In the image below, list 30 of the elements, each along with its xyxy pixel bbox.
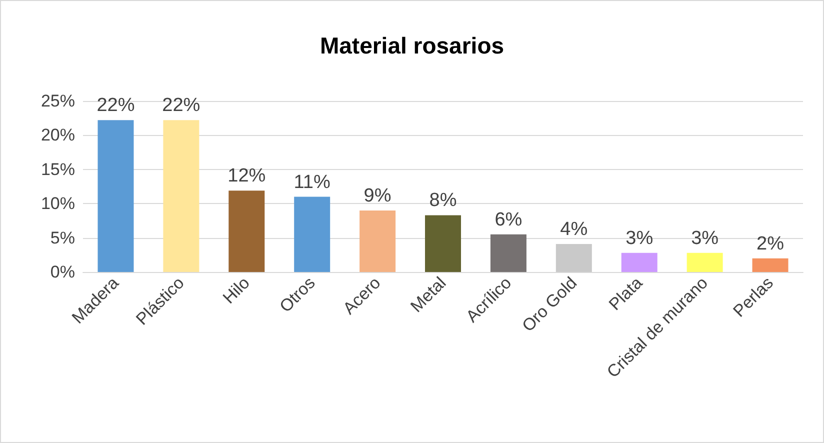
bar [752, 258, 788, 272]
data-label: 22% [96, 95, 135, 116]
bar [425, 215, 461, 272]
x-tick-label: Hilo [219, 273, 254, 308]
data-label: 12% [228, 166, 266, 187]
y-tick-label: 25% [40, 92, 75, 110]
data-label: 8% [429, 190, 457, 212]
data-label: 6% [494, 209, 522, 230]
data-label: 9% [364, 185, 392, 206]
data-label: 4% [560, 218, 588, 240]
bar [490, 234, 526, 272]
bar [163, 120, 200, 272]
y-tick-label: 5% [50, 228, 75, 248]
y-tick-label: 10% [40, 194, 75, 214]
data-label: 3% [691, 228, 719, 249]
data-label: 22% [162, 95, 200, 116]
bar [621, 252, 658, 272]
bar [686, 252, 723, 272]
data-label: 3% [626, 228, 654, 249]
y-tick-label: 20% [40, 126, 75, 145]
chart-title: Material rosarios [320, 32, 504, 58]
bar [360, 210, 396, 272]
bar [228, 190, 265, 272]
data-label: 11% [294, 172, 330, 193]
bar [98, 120, 134, 272]
y-tick-label: 15% [40, 160, 75, 179]
bar [556, 244, 592, 272]
bar [294, 196, 330, 272]
data-label: 2% [756, 233, 784, 254]
y-tick-label: 0% [50, 262, 75, 282]
